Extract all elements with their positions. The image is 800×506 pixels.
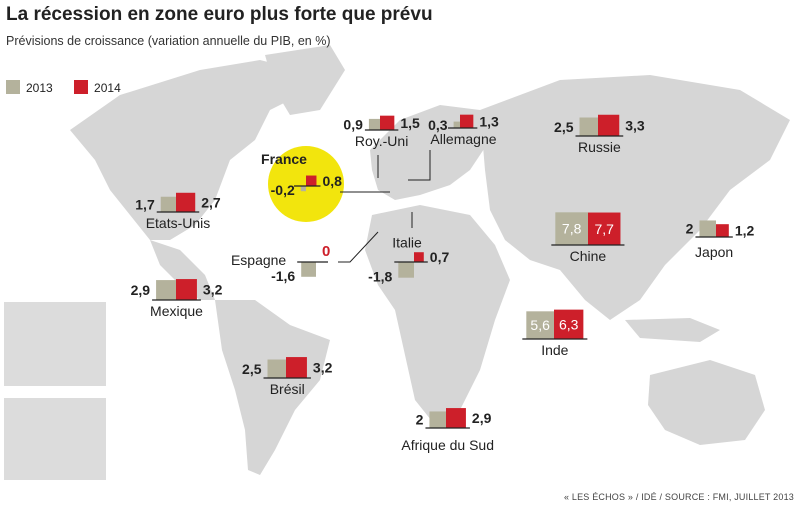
region-name-etats-unis: Etats-Unis [146,215,211,231]
value-2014-roy-uni: 1,5 [400,115,420,131]
region-name-italie: Italie [392,235,422,251]
region-name-espagne: Espagne [231,252,286,268]
bar-2013-japon [699,220,716,237]
legend-swatch-2013 [6,80,20,94]
leader-line-5 [338,231,379,263]
value-2014-japon: 1,2 [735,223,755,239]
bar-2013-italie [398,262,414,278]
bar-2014-roy-uni [380,115,395,130]
value-2014-allemagne: 1,3 [479,113,499,129]
bar-2014-etats-unis [176,192,196,212]
legend-swatch-2014 [74,80,89,94]
value-2013-br-sil: 2,5 [242,361,262,377]
value-2013-allemagne: 0,3 [428,117,448,133]
bar-2014-chine [588,212,621,245]
bar-2013-russie [579,117,598,136]
region-name-roy-uni: Roy.-Uni [355,133,408,149]
world-panel [4,302,106,386]
leader-line-2 [408,150,431,181]
value-2013-russie: 2,5 [554,119,574,135]
region-name-japon: Japon [695,244,733,260]
legend: 2013 2014 [6,80,139,95]
region-name-br-sil: Brésil [270,381,305,397]
legend-item-2013: 2013 [6,80,53,95]
value-2013-japon: 2 [686,221,694,237]
value-2013-etats-unis: 1,7 [135,196,155,212]
value-2013-afrique-du-sud: 2 [416,412,424,428]
region-name-allemagne: Allemagne [430,131,496,147]
chart-subtitle: Prévisions de croissance (variation annu… [6,34,331,48]
bar-2014-russie [598,114,620,136]
value-2013-italie: -1,8 [368,269,392,285]
region-name-mexique: Mexique [150,303,203,319]
bar-2014-inde [554,309,584,339]
bar-2014-france [306,175,317,186]
value-2013-roy-uni: 0,9 [343,116,363,132]
value-2013-france: -0,2 [271,182,295,198]
value-2014-afrique-du-sud: 2,9 [472,410,492,426]
bar-2014-br-sil [286,357,307,378]
value-2014-chine: 7,7 [594,221,614,237]
bar-2013-inde [526,311,554,339]
bar-2013-mexique [156,280,176,300]
value-2013-mexique: 2,9 [131,282,151,298]
region-name-france: France [261,151,307,167]
value-2014-inde: 6,3 [559,316,579,332]
bar-2014-afrique-du-sud [446,408,466,428]
bar-2013-roy-uni [368,118,380,130]
value-2014-etats-unis: 2,7 [201,194,221,210]
value-2013-espagne: -1,6 [271,268,295,284]
chart-title: La récession en zone euro plus forte que… [6,4,433,25]
bar-2013-france [300,186,306,192]
eurozone-panel [4,398,106,480]
legend-item-2014: 2014 [74,80,121,95]
region-name-inde: Inde [541,342,568,358]
region-name-afrique-du-sud: Afrique du Sud [401,437,494,453]
value-2013-inde: 5,6 [530,317,550,333]
region-name-chine: Chine [570,248,607,264]
legend-label-2014: 2014 [94,81,121,95]
value-2014-mexique: 3,2 [203,282,223,298]
value-2014-br-sil: 3,2 [313,360,333,376]
bar-2013-chine [555,212,588,245]
value-2014-france: 0,8 [322,173,342,189]
legend-label-2013: 2013 [26,81,53,95]
bar-2014-allemagne [460,114,474,128]
bar-2013-allemagne [453,121,460,128]
bar-2013-afrique-du-sud [429,411,446,428]
bar-2013-espagne [301,262,316,277]
value-2014-espagne: 0 [322,243,330,260]
source-note: « LES ÉCHOS » / IDÉ / SOURCE : FMI, JUIL… [563,492,794,502]
value-2014-italie: 0,7 [430,249,450,265]
bar-2014-mexique [176,279,197,300]
bar-2013-etats-unis [160,196,176,212]
value-2014-russie: 3,3 [625,117,645,133]
bar-2014-japon [716,224,729,237]
region-name-russie: Russie [578,139,621,155]
value-2013-chine: 7,8 [562,221,582,237]
bar-2014-italie [414,252,424,262]
bar-2013-br-sil [267,359,286,378]
